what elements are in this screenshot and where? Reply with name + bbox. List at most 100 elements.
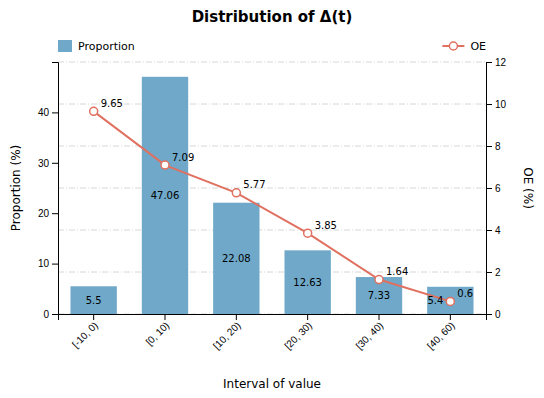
axis-line: [487, 63, 493, 315]
tick-mark: [486, 146, 492, 147]
tick-label: 0: [43, 309, 49, 320]
tick-mark: [450, 314, 451, 320]
data-label: 3.85: [315, 220, 337, 231]
legend-label: OE: [470, 40, 486, 53]
tick-label: [30, 40): [354, 320, 386, 352]
tick-mark: [379, 314, 380, 320]
grid-line: [58, 230, 486, 231]
legend: Proportion OE: [58, 40, 486, 53]
data-labels: 5.5 47.06 22.08 12.63 7.33 5.4 9.65 7.09 5.77 3.8…: [86, 98, 474, 306]
tick-label: 8: [495, 141, 501, 152]
grid-line: [58, 272, 486, 273]
tick-mark: [486, 188, 492, 189]
bar: [142, 77, 188, 314]
tick-label: 30: [38, 158, 50, 169]
tick: 10: [486, 99, 507, 110]
tick-label: 0: [495, 309, 501, 320]
tick-mark: [52, 264, 58, 265]
legend-marker: [449, 42, 457, 50]
tick-mark: [52, 314, 58, 315]
data-label: 5.5: [86, 295, 102, 306]
tick-mark: [307, 314, 308, 320]
bar: [427, 287, 473, 314]
tick-label: 6: [495, 183, 501, 194]
tick-label: [-10, 0): [70, 320, 100, 350]
marker: [161, 161, 169, 169]
tick-label: [20, 30): [282, 320, 314, 352]
grid-line: [58, 188, 486, 189]
tick-label: 2: [495, 267, 501, 278]
data-label: 47.06: [151, 190, 180, 201]
tick: 20: [38, 208, 58, 219]
bar: [213, 203, 259, 314]
tick: 12: [486, 57, 507, 68]
data-label: 5.77: [243, 179, 265, 190]
tick: [10, 20): [211, 314, 243, 351]
tick-label: 10: [38, 258, 50, 269]
tick: [30, 40): [354, 314, 386, 351]
tick-mark: [486, 272, 492, 273]
y2-axis-title: OE (%): [521, 167, 535, 209]
data-label: 9.65: [101, 98, 123, 109]
legend-label: Proportion: [78, 40, 135, 53]
tick-mark: [486, 230, 492, 231]
chart: 5.5 47.06 22.08 12.63 7.33 5.4 9.65 7.09 5.77 3.8…: [0, 0, 544, 398]
tick: 40: [38, 107, 58, 118]
axis: 0 10 20 30 40: [38, 63, 59, 320]
marker: [375, 276, 383, 284]
data-label: 1.64: [386, 266, 408, 277]
tick: 10: [38, 258, 58, 269]
tick-mark: [486, 104, 492, 105]
tick: [0, 10): [144, 314, 172, 347]
tick-label: [10, 20): [211, 320, 243, 352]
data-label: 5.4: [427, 295, 443, 306]
tick-label: 12: [495, 57, 507, 68]
marks: [70, 77, 473, 314]
tick: 6: [486, 183, 501, 194]
x-axis-title: Interval of value: [223, 377, 321, 391]
data-label: 0.6: [457, 288, 473, 299]
axis: 0 2 4 6 8 10 12: [486, 57, 507, 320]
marker: [90, 107, 98, 115]
tick-mark: [236, 314, 237, 320]
line: [94, 111, 451, 301]
legend-item: Proportion: [58, 40, 135, 53]
data-label: 7.33: [368, 290, 390, 301]
data-label: 22.08: [222, 253, 251, 264]
axis-line: [52, 63, 59, 315]
tick-mark: [486, 314, 492, 315]
tick: 0: [43, 309, 58, 320]
tick-mark: [93, 314, 94, 320]
tick: 30: [38, 158, 58, 169]
tick-mark: [52, 112, 58, 113]
tick-mark: [486, 62, 492, 63]
tick-mark: [52, 163, 58, 164]
marker: [446, 297, 454, 305]
grid-line: [58, 146, 486, 147]
tick: 0: [486, 309, 501, 320]
tick-label: 20: [38, 208, 50, 219]
plot: 5.5 47.06 22.08 12.63 7.33 5.4 9.65 7.09 5.77 3.8…: [38, 57, 507, 352]
tick: [40, 60): [425, 314, 457, 351]
bar: [284, 250, 330, 314]
tick: 4: [486, 225, 501, 236]
data-label: 12.63: [293, 277, 322, 288]
axis-line: [59, 315, 487, 321]
tick: [20, 30): [282, 314, 314, 351]
tick: 8: [486, 141, 501, 152]
legend-swatch: [58, 40, 72, 52]
tick-label: 10: [495, 99, 507, 110]
tick-label: [40, 60): [425, 320, 457, 352]
tick-label: [0, 10): [144, 320, 172, 348]
tick-mark: [52, 213, 58, 214]
marker: [232, 189, 240, 197]
y-axis-title: Proportion (%): [9, 145, 23, 232]
data-label: 7.09: [172, 152, 194, 163]
grid: [58, 62, 486, 314]
title: Distribution of Δ(t): [192, 8, 353, 26]
tick: [-10, 0): [70, 314, 100, 350]
legend-item: OE: [442, 40, 486, 53]
tick-label: 40: [38, 107, 50, 118]
bar: [70, 286, 116, 314]
marker: [304, 229, 312, 237]
